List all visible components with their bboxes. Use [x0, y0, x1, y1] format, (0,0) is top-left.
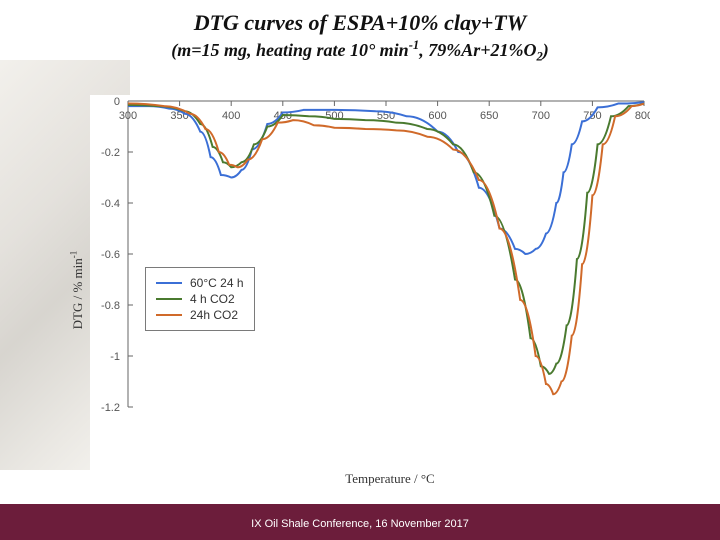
svg-text:600: 600: [428, 110, 446, 122]
legend-row: 24h CO2: [156, 308, 244, 322]
legend-swatch: [156, 314, 182, 316]
y-axis-label: DTG / % min-1: [69, 251, 86, 330]
chart-container: 3003504004505005506006507007508000-0.2-0…: [90, 95, 690, 485]
svg-text:700: 700: [532, 110, 550, 122]
svg-text:0: 0: [114, 96, 120, 108]
svg-text:300: 300: [119, 110, 137, 122]
subtitle-suffix: ): [543, 40, 549, 60]
legend-row: 60°C 24 h: [156, 276, 244, 290]
slide: DTG curves of ESPA+10% clay+TW (m=15 mg,…: [0, 0, 720, 540]
title-line-2: (m=15 mg, heating rate 10° min-1, 79%Ar+…: [0, 38, 720, 65]
subtitle-mid: , 79%Ar+21%O: [419, 40, 536, 60]
svg-text:-1.2: -1.2: [101, 402, 120, 414]
svg-text:-1: -1: [110, 351, 120, 363]
svg-text:-0.2: -0.2: [101, 147, 120, 159]
x-axis-label: Temperature / °C: [90, 471, 690, 487]
subtitle-prefix: (m=15 mg, heating rate 10° min: [171, 40, 408, 60]
legend-label: 60°C 24 h: [190, 276, 244, 290]
legend-label: 24h CO2: [190, 308, 238, 322]
ylabel-prefix: DTG / % min: [70, 258, 85, 329]
dtg-chart: 3003504004505005506006507007508000-0.2-0…: [90, 95, 650, 435]
svg-text:-0.6: -0.6: [101, 249, 120, 261]
subtitle-sup: -1: [409, 38, 420, 52]
svg-text:-0.8: -0.8: [101, 300, 120, 312]
svg-text:500: 500: [325, 110, 343, 122]
title-line-1: DTG curves of ESPA+10% clay+TW: [0, 10, 720, 36]
svg-text:400: 400: [222, 110, 240, 122]
svg-text:650: 650: [480, 110, 498, 122]
legend-swatch: [156, 298, 182, 300]
ylabel-sup: -1: [69, 251, 79, 259]
svg-text:-0.4: -0.4: [101, 198, 120, 210]
legend-label: 4 h CO2: [190, 292, 235, 306]
footer-text: IX Oil Shale Conference, 16 November 201…: [0, 518, 720, 530]
svg-text:800: 800: [635, 110, 650, 122]
legend-row: 4 h CO2: [156, 292, 244, 306]
title-block: DTG curves of ESPA+10% clay+TW (m=15 mg,…: [0, 10, 720, 65]
chart-legend: 60°C 24 h 4 h CO2 24h CO2: [145, 267, 255, 331]
legend-swatch: [156, 282, 182, 284]
